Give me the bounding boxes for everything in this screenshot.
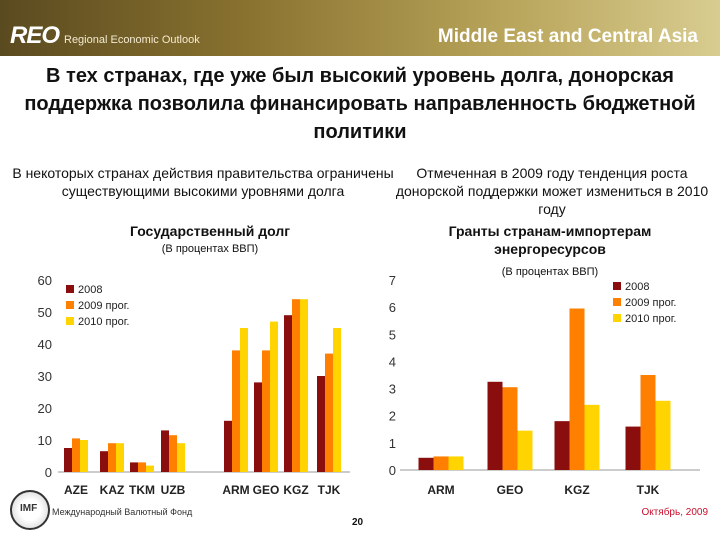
chart0-bar-KGZ-2009 прог. [292,299,300,472]
chart1-ytick: 2 [389,409,396,424]
chart1-bar-TJK-2008 [625,426,641,470]
footer-date: Октябрь, 2009 [641,507,708,518]
chart0-bar-KAZ-2008 [100,451,108,472]
chart0-bar-AZE-2010 прог. [80,440,88,472]
chart1-xtick-GEO: GEO [497,483,524,497]
chart1-bar-GEO-2008 [487,381,503,470]
chart1-ytick: 3 [389,382,396,397]
footer-org: Международный Валютный Фонд [52,507,193,517]
chart0-xtick-TKM: TKM [129,483,155,497]
header-banner: REO Regional Economic Outlook Middle Eas… [0,0,720,56]
chart0-legend-swatch-2008 [66,285,74,293]
chart0-bar-UZB-2009 прог. [169,435,177,472]
chart0-bar-KAZ-2009 прог. [108,443,116,472]
right-chart-unit: (В процентах ВВП) [501,266,599,278]
left-chart-title: Государственный долг [129,223,291,239]
left-subtitle: В некоторых странах действия правительст… [12,165,394,199]
chart1-bar-ARM-2009 прог. [433,456,449,470]
chart0-bar-ARM-2010 прог. [240,328,248,472]
chart0-bar-UZB-2010 прог. [177,443,185,472]
brand-logo: REO [10,22,60,49]
chart0-ytick: 20 [38,401,52,416]
chart1-legend-label-2010 прог.: 2010 прог. [625,313,676,325]
chart1-bar-GEO-2009 прог. [502,387,518,470]
chart0-xtick-KGZ: KGZ [283,483,308,497]
chart0-xtick-UZB: UZB [161,483,186,497]
chart0-legend-label-2008: 2008 [78,284,102,296]
chart1-ytick: 7 [389,273,396,288]
imf-seal-text: IMF [20,503,38,514]
right-subtitle: Отмеченная в 2009 году тенденция роста д… [395,165,709,217]
chart0-legend-label-2009 прог.: 2009 прог. [78,300,129,312]
chart1-ytick: 1 [389,436,396,451]
chart0-bar-ARM-2008 [224,420,232,472]
chart1-legend-swatch-2009 прог. [613,298,621,306]
brand-subtitle: Regional Economic Outlook [64,34,200,46]
chart1-legend-label-2009 прог.: 2009 прог. [625,297,676,309]
chart0-ytick: 0 [45,465,52,480]
chart1-ytick: 5 [389,327,396,342]
chart0-bar-TJK-2010 прог. [333,328,341,472]
chart0-xtick-ARM: ARM [222,483,249,497]
chart1-ytick: 6 [389,300,396,315]
chart0-legend-swatch-2009 прог. [66,301,74,309]
chart1-xtick-ARM: ARM [427,483,454,497]
chart0-ytick: 30 [38,369,52,384]
chart0-xtick-GEO: GEO [253,483,280,497]
page-number: 20 [352,517,364,528]
imf-seal-logo: IMF [10,490,50,530]
chart0-bar-GEO-2009 прог. [262,350,270,472]
slide-title: В тех странах, где уже был высокий урове… [24,65,696,143]
chart0-bar-TKM-2008 [130,462,138,472]
chart0-ytick: 50 [38,305,52,320]
chart0-xtick-AZE: AZE [64,483,88,497]
chart1-bar-KGZ-2010 прог. [584,404,600,470]
chart0-bar-TJK-2009 прог. [325,353,333,472]
chart0-bar-KAZ-2010 прог. [116,443,124,472]
chart1-bar-GEO-2010 прог. [517,430,533,470]
chart1-bar-TJK-2010 прог. [655,400,671,470]
chart1-legend-label-2008: 2008 [625,281,649,293]
chart1-bar-ARM-2010 прог. [448,456,464,470]
chart0-xtick-KAZ: KAZ [100,483,125,497]
chart0-bar-GEO-2010 прог. [270,321,278,472]
region-title: Middle East and Central Asia [437,26,698,47]
chart1-xtick-KGZ: KGZ [564,483,589,497]
chart0-ytick: 60 [38,273,52,288]
right-chart-title: Гранты странам-импортерам энергоресурсов [448,223,652,257]
chart1-xtick-TJK: TJK [637,483,660,497]
chart0-ytick: 40 [38,337,52,352]
chart0-bar-AZE-2008 [64,448,72,472]
chart0-bar-KGZ-2008 [284,315,292,472]
chart0-xtick-TJK: TJK [318,483,341,497]
left-chart-unit: (В процентах ВВП) [161,243,259,255]
chart0-legend-label-2010 прог.: 2010 прог. [78,316,129,328]
chart0-ytick: 10 [38,433,52,448]
chart0-bar-KGZ-2010 прог. [300,299,308,472]
chart0-bar-AZE-2009 прог. [72,438,80,472]
chart1-bar-TJK-2009 прог. [640,375,656,470]
chart0-bar-ARM-2009 прог. [232,350,240,472]
chart1-bar-KGZ-2008 [554,421,570,470]
chart0-bar-TJK-2008 [317,376,325,472]
chart0-bar-UZB-2008 [161,430,169,472]
chart0-bar-GEO-2008 [254,382,262,472]
chart1-legend-swatch-2010 прог. [613,314,621,322]
chart1-ytick: 0 [389,463,396,478]
chart0-bar-TKM-2009 прог. [138,462,146,472]
chart1-legend-swatch-2008 [613,282,621,290]
chart1-ytick: 4 [389,354,396,369]
chart1-bar-ARM-2008 [418,457,434,470]
chart1-bar-KGZ-2009 прог. [569,308,585,470]
chart0-bar-TKM-2010 прог. [146,465,154,472]
chart0-legend-swatch-2010 прог. [66,317,74,325]
